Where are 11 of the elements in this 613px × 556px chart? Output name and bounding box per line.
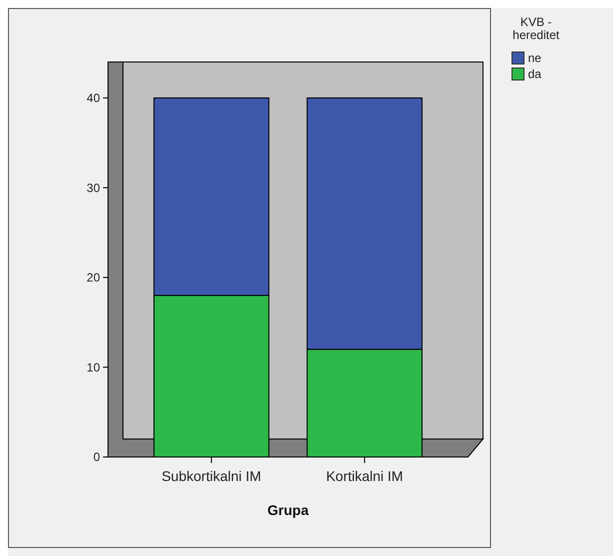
y-tick-label: 30 bbox=[86, 180, 100, 195]
legend-label: da bbox=[528, 67, 542, 82]
y-tick-label: 10 bbox=[86, 360, 100, 374]
x-axis-title: Grupa bbox=[267, 502, 309, 518]
legend-title: KVB - hereditet bbox=[512, 15, 560, 42]
y-tick-label: 40 bbox=[86, 91, 100, 106]
y-tick-label: 20 bbox=[86, 270, 100, 285]
x-tick-label: Kortikalni IM bbox=[326, 468, 404, 484]
y-tick-label: 0 bbox=[93, 450, 100, 464]
x-tick-label: Subkortikalni IM bbox=[162, 468, 262, 484]
legend-label: ne bbox=[528, 51, 542, 66]
